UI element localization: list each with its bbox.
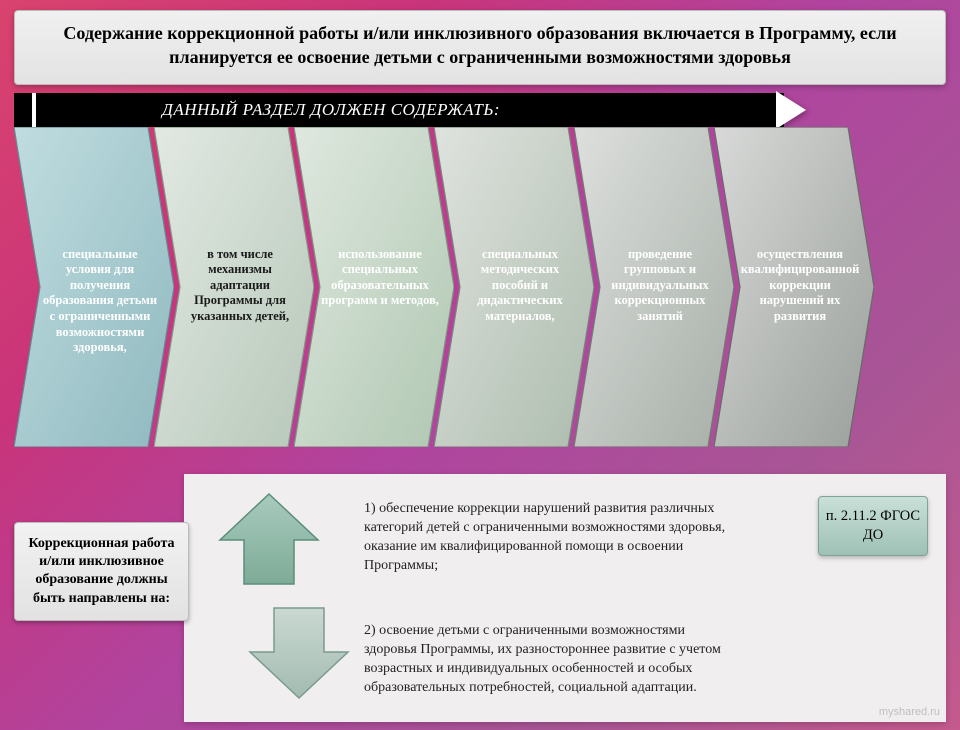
watermark: myshared.ru [879,706,940,718]
point-2: 2) освоение детьми с ограниченными возмо… [364,622,734,698]
left-badge: Коррекционная работа и/или инклюзивное о… [14,522,189,621]
bottom-panel: Коррекционная работа и/или инклюзивное о… [14,474,946,722]
chevron-label: использование специальных образовательны… [315,247,445,310]
chevron-item: использование специальных образовательны… [294,127,454,447]
chevron-item: проведение групповых и индивидуальных ко… [574,127,734,447]
reference-badge: п. 2.11.2 ФГОС ДО [818,496,928,556]
chevron-row: специальные условия для получения образо… [14,127,946,457]
chevron-item: осуществления квалифицированной коррекци… [714,127,874,447]
chevron-item: специальных методических пособий и дидак… [434,127,594,447]
banner-arrowhead [776,91,806,129]
header-text: Содержание коррекционной работы и/или ин… [55,21,905,70]
banner-row: ДАННЫЙ РАЗДЕЛ ДОЛЖЕН СОДЕРЖАТЬ: [14,93,946,127]
banner-bar: ДАННЫЙ РАЗДЕЛ ДОЛЖЕН СОДЕРЖАТЬ: [14,93,784,127]
chevron-label: проведение групповых и индивидуальных ко… [595,247,725,325]
chevron-item: в том числе механизмы адаптации Программ… [154,127,314,447]
header-panel: Содержание коррекционной работы и/или ин… [14,10,946,85]
chevron-label: осуществления квалифицированной коррекци… [735,247,865,325]
chevron-item: специальные условия для получения образо… [14,127,174,447]
point-1: 1) обеспечение коррекции нарушений разви… [364,500,734,576]
banner-text: ДАННЫЙ РАЗДЕЛ ДОЛЖЕН СОДЕРЖАТЬ: [42,100,500,120]
chevron-label: специальные условия для получения образо… [35,247,165,356]
chevron-label: в том числе механизмы адаптации Программ… [175,247,305,325]
chevron-label: специальных методических пособий и дидак… [455,247,585,325]
arrow-down-icon [244,602,354,702]
arrow-up-icon [214,490,324,590]
banner-tab [14,93,36,127]
